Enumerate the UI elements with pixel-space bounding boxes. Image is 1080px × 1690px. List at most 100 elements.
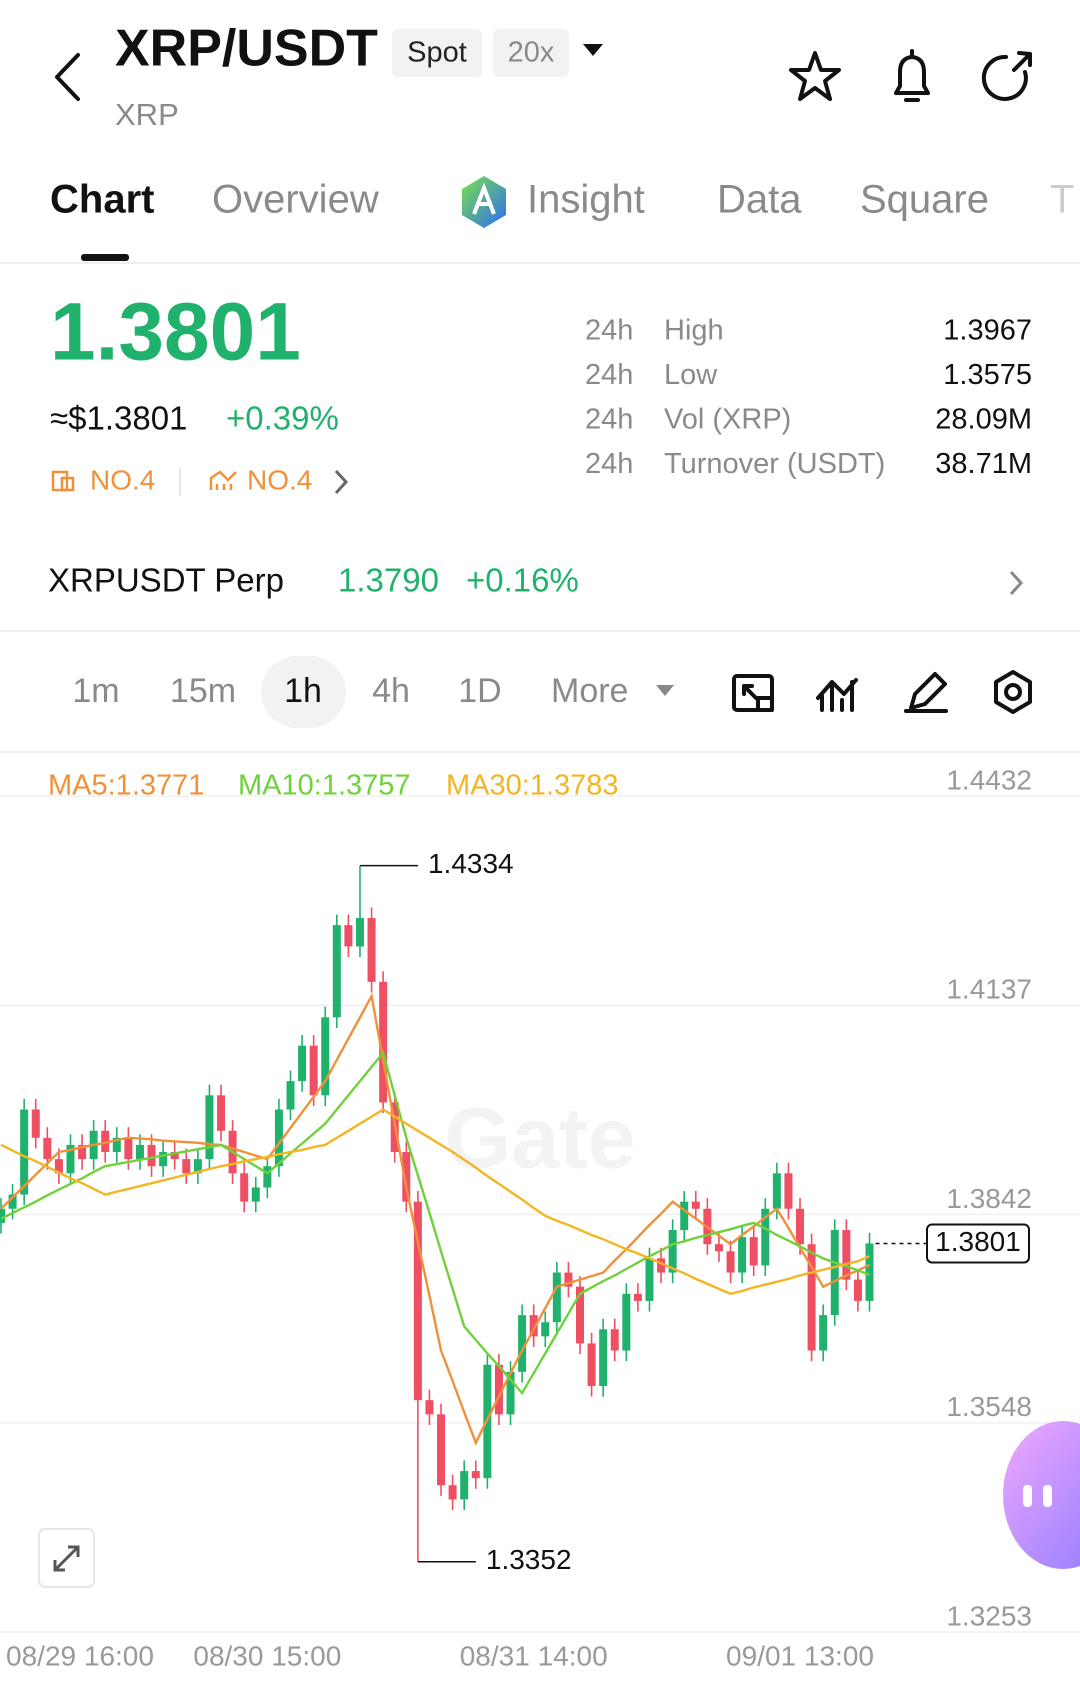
tab[interactable]: Insight: [527, 178, 645, 222]
candle-body: [43, 1137, 52, 1160]
candle-body: [865, 1243, 874, 1301]
candle-body: [367, 918, 376, 982]
candle-body: [668, 1230, 677, 1273]
candle-body: [402, 1152, 411, 1202]
share-icon[interactable]: [981, 51, 1032, 101]
legend-entry: MA5:1.3771: [48, 770, 204, 802]
plot-area: [0, 865, 874, 1562]
candle-body: [263, 1166, 272, 1188]
candle-body: [784, 1173, 793, 1209]
candle-body: [714, 1244, 723, 1252]
favorite-icon[interactable]: [789, 51, 841, 101]
stat-label: Vol (XRP): [664, 404, 791, 436]
candle-body: [471, 1471, 480, 1479]
chevron[interactable]: [1009, 570, 1024, 596]
x-tick-label: 08/30 15:00: [193, 1640, 341, 1671]
candle-body: [251, 1187, 260, 1202]
x-tick-label: 08/29 16:00: [6, 1640, 154, 1671]
x-tick-label: 09/01 13:00: [726, 1640, 874, 1671]
x-tick-label: 08/31 14:00: [460, 1640, 608, 1671]
toolbar[interactable]: [732, 670, 1032, 714]
candle-body: [448, 1485, 457, 1500]
dropdown-arrow[interactable]: [656, 685, 674, 696]
candle-body: [494, 1364, 503, 1415]
candle-body: [518, 1315, 527, 1372]
y-tick-label: 1.3253: [946, 1600, 1032, 1631]
candle-body: [564, 1272, 573, 1287]
timeframe[interactable]: 4h: [372, 672, 410, 710]
candle-body: [425, 1400, 434, 1415]
candle-body: [147, 1144, 156, 1167]
candle-body: [853, 1279, 862, 1301]
candle-body: [309, 1045, 318, 1096]
candle-body: [274, 1109, 283, 1167]
rank: NO.4: [247, 464, 312, 495]
dropdown-arrow[interactable]: [583, 44, 603, 56]
stat-period: 24h: [585, 404, 633, 436]
tag-bg: [493, 29, 569, 77]
tab[interactable]: Data: [717, 178, 802, 222]
last-price-box: [926, 1223, 1030, 1264]
candle-body: [506, 1371, 515, 1415]
candle-body: [552, 1272, 561, 1323]
timeframe[interactable]: More: [551, 672, 628, 710]
stat-value: 1.3575: [943, 359, 1032, 391]
candle-body: [66, 1144, 75, 1174]
stats-table: 24h High 1.3967 24h Low 1.3575 24h Vol (XRP) 28.…: [585, 315, 1032, 481]
alert-icon[interactable]: [894, 49, 930, 102]
timeframe[interactable]: 15m: [170, 672, 236, 710]
candle-body: [286, 1081, 295, 1110]
tab[interactable]: Chart: [50, 178, 154, 222]
assistant-eye: [1043, 1485, 1052, 1507]
stat-value: 38.71M: [935, 448, 1032, 480]
y-tick-label: 1.3548: [946, 1391, 1032, 1422]
candle-body: [796, 1208, 805, 1245]
tab[interactable]: Square: [860, 178, 989, 222]
tab[interactable]: T: [1050, 178, 1074, 222]
tag-leverage: 20x: [508, 37, 555, 69]
candle-body: [54, 1159, 63, 1174]
rank-icon: [209, 470, 237, 490]
candle-body: [761, 1208, 770, 1266]
legend-entry: MA30:1.3783: [446, 770, 619, 802]
rank-icon: [60, 476, 75, 492]
candle-body: [413, 1201, 422, 1401]
rank-icon: [51, 470, 69, 492]
timeframe[interactable]: 1h: [284, 672, 322, 710]
candle-body: [8, 1194, 17, 1209]
stat-value: 1.3967: [943, 315, 1032, 347]
perp-name[interactable]: XRPUSDT Perp: [48, 562, 284, 599]
y-tick-label: 1.4432: [946, 765, 1032, 796]
tab[interactable]: Overview: [212, 178, 379, 222]
y-tick-label: 1.4137: [946, 974, 1032, 1005]
candle-body: [217, 1095, 226, 1131]
max-label: 1.4334: [428, 848, 514, 879]
candle-body: [691, 1201, 700, 1209]
timeframe[interactable]: 1D: [458, 672, 501, 710]
timeframe-active-bg: [261, 656, 346, 728]
candle-body: [321, 1017, 330, 1096]
chevron[interactable]: [334, 469, 349, 495]
stat-label: High: [664, 315, 724, 347]
candle-body: [298, 1045, 307, 1082]
timeframe[interactable]: 1m: [72, 672, 119, 710]
candle-body: [135, 1144, 144, 1160]
legend-entry: MA10:1.3757: [238, 770, 411, 802]
candle-body: [645, 1258, 654, 1301]
stat-period: 24h: [585, 359, 633, 391]
ma-line: [0, 1050, 870, 1396]
candle-body: [437, 1414, 446, 1486]
candle-body: [772, 1173, 781, 1209]
pair-subtitle: XRP: [115, 97, 179, 132]
candle-body: [529, 1315, 538, 1337]
candle-body: [101, 1130, 110, 1153]
candle-body: [819, 1315, 828, 1351]
stat-label: Turnover (USDT): [664, 448, 885, 480]
candle-body: [182, 1159, 191, 1174]
back-button[interactable]: [55, 53, 80, 101]
candle-body: [830, 1230, 839, 1316]
assistant-bubble[interactable]: [1003, 1421, 1080, 1569]
y-tick-label: 1.3842: [946, 1183, 1032, 1214]
stat-label: Low: [664, 359, 718, 391]
tag-spot: Spot: [407, 37, 467, 69]
